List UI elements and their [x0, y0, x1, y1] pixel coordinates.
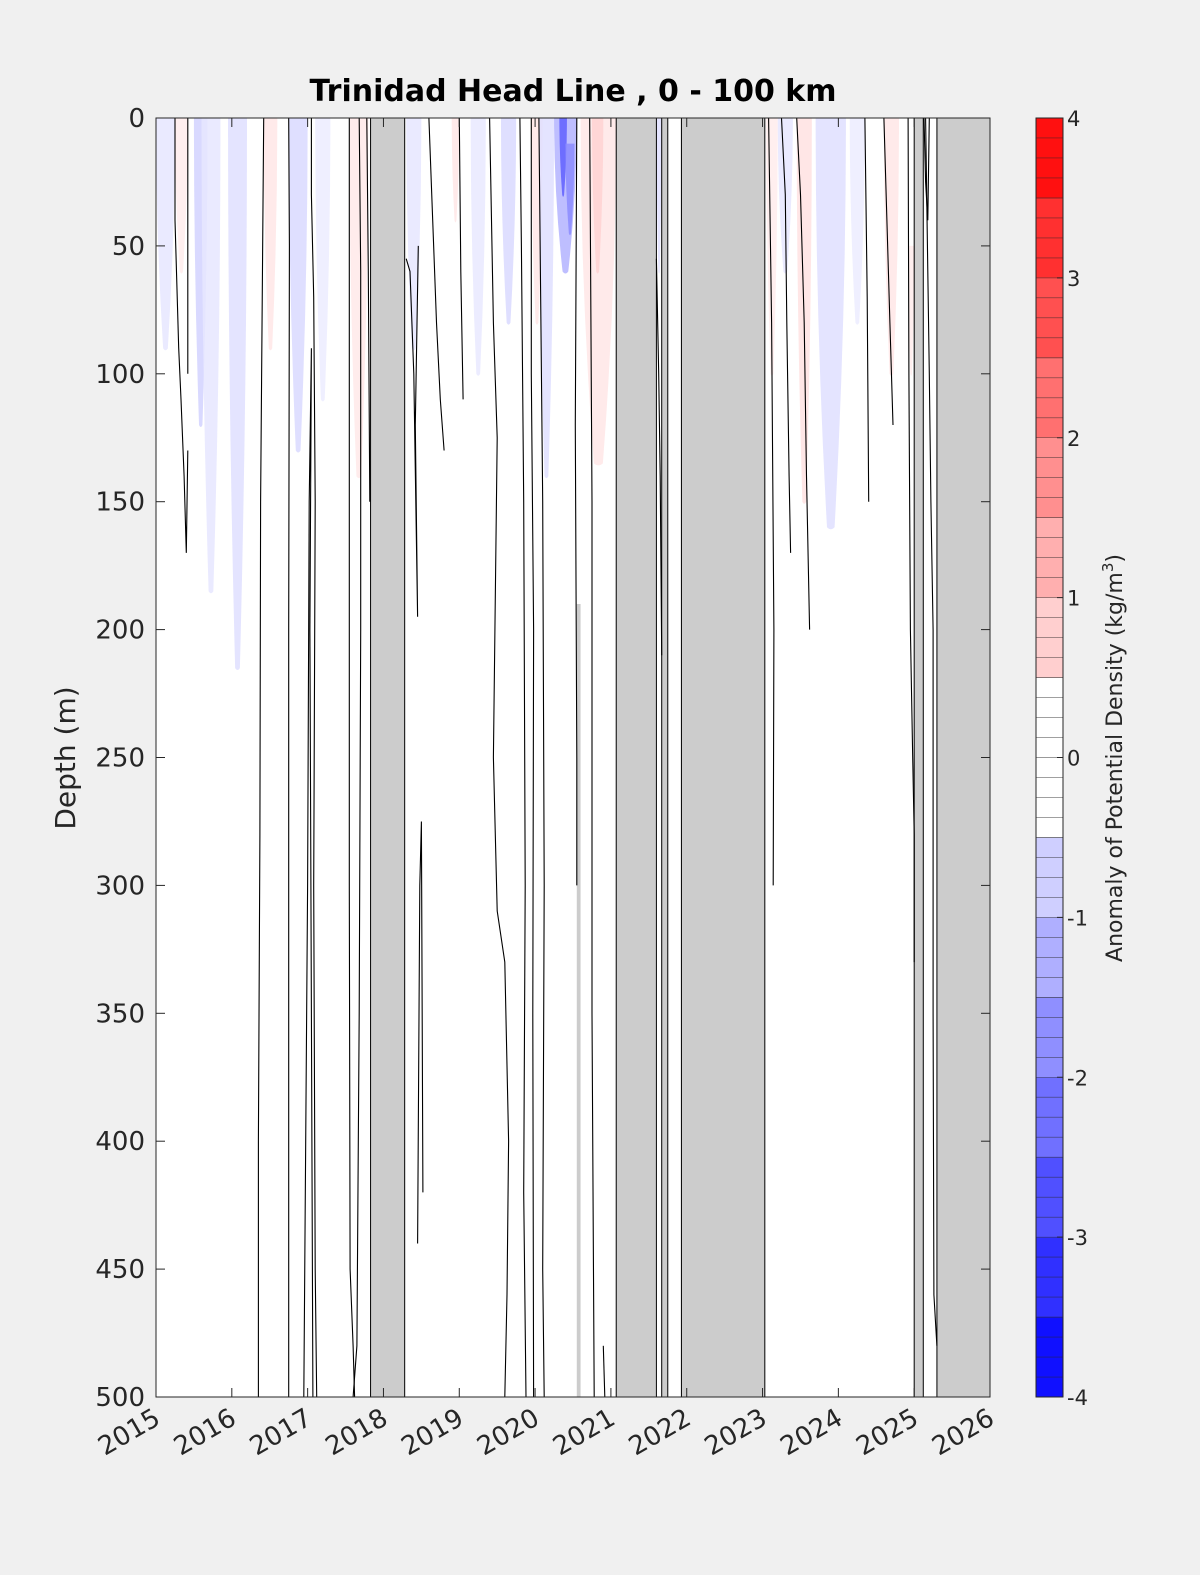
colorbar-ticks: -4 -3 -2 -1 0 1 2 3 4 [1057, 107, 1088, 1410]
zero-contour [907, 117, 915, 963]
plot-area: 2015 2016 2017 2018 2019 2020 2021 2022 2023 2024… [93, 104, 999, 1462]
zero-contour [303, 348, 314, 1398]
colorbar-label-end: ) [1103, 554, 1128, 563]
anomaly-patch [201, 118, 221, 594]
y-tick-label: 200 [95, 616, 145, 646]
y-tick-label: 150 [95, 488, 145, 518]
anomaly-patch [849, 118, 865, 325]
zero-contour [352, 117, 362, 1398]
colorbar-tick-label: -3 [1067, 1226, 1088, 1250]
anomaly-patch [580, 118, 617, 466]
no-data-region [370, 117, 406, 1398]
zero-contour [417, 821, 424, 1244]
anomaly-patch [591, 118, 604, 274]
anomaly-patch [315, 118, 331, 402]
y-tick-label: 100 [95, 360, 145, 390]
anomaly-patch [228, 118, 247, 670]
anomaly-patch [156, 118, 175, 351]
colorbar-tick-label: -2 [1067, 1066, 1088, 1090]
zero-contour [780, 117, 792, 553]
zero-contours [174, 117, 938, 1398]
no-data-regions [370, 117, 991, 1398]
no-data-region [913, 117, 924, 1398]
y-tick-label: 50 [112, 232, 145, 262]
no-data-region [615, 117, 657, 1398]
colorbar-tick-label: 4 [1067, 107, 1080, 131]
anomaly-patch [263, 118, 278, 351]
y-tick-label: 450 [95, 1255, 145, 1285]
colorbar-tick-label: -4 [1067, 1386, 1088, 1410]
anomaly-patch [470, 118, 486, 376]
y-tick-label: 250 [95, 744, 145, 774]
colorbar-label-sup: 3 [1099, 563, 1117, 573]
colorbar-tick-label: -1 [1067, 906, 1088, 930]
zero-contour [589, 117, 595, 1398]
zero-contour [768, 117, 775, 886]
zero-contour [428, 117, 445, 451]
y-axis-label: Depth (m) [49, 686, 82, 829]
zero-contour [655, 258, 663, 656]
colorbar-bands [1036, 117, 1063, 1398]
y-tick-label: 0 [128, 104, 145, 134]
zero-contour [538, 117, 545, 1398]
no-data-strip [576, 604, 581, 1397]
zero-contour [519, 117, 527, 1398]
zero-contour [310, 118, 318, 1398]
zero-contour [574, 117, 578, 886]
zero-contour [932, 757, 938, 1346]
anomaly-patches [156, 118, 915, 670]
no-data-region [661, 117, 669, 1398]
anomaly-patch [174, 118, 188, 274]
zero-contour [458, 117, 464, 400]
zero-contour [405, 245, 419, 617]
chart-title: Trinidad Head Line , 0 - 100 km [309, 74, 836, 109]
anomaly-patch [349, 118, 369, 479]
y-tick-label: 500 [95, 1383, 145, 1413]
zero-contour [923, 117, 930, 221]
anomaly-patch [451, 118, 460, 223]
zero-contour [348, 118, 356, 1398]
zero-contour [174, 118, 189, 553]
zero-contour [864, 117, 870, 502]
zero-contour [288, 117, 290, 1397]
y-tick-label: 400 [95, 1127, 145, 1157]
y-tick-label: 350 [95, 999, 145, 1029]
y-tick-label: 300 [95, 871, 145, 901]
no-data-region [680, 117, 766, 1398]
colorbar-tick-label: 1 [1067, 587, 1080, 611]
colorbar-tick-label: 2 [1067, 427, 1080, 451]
anomaly-patch [500, 118, 517, 325]
zero-contour [602, 1345, 606, 1398]
plot-background [156, 118, 990, 1397]
anomaly-patch [815, 118, 846, 530]
y-axis: 0 50 100 150 200 250 300 350 400 450 500 [95, 104, 990, 1413]
colorbar: -4 -3 -2 -1 0 1 2 3 4 Anomaly of Potential Densi… [1035, 107, 1128, 1410]
anomaly-patch [559, 118, 567, 197]
colorbar-tick-label: 0 [1067, 747, 1080, 771]
anomaly-patch [538, 118, 555, 479]
anomaly-patch [288, 118, 308, 453]
anomaly-patch [883, 118, 900, 376]
anomaly-patch [656, 118, 662, 274]
zero-contour [530, 118, 535, 1398]
zero-contour [796, 117, 811, 630]
zero-contour [257, 117, 265, 1397]
colorbar-label-main: Anomaly of Potential Density (kg/m [1103, 572, 1128, 962]
anomaly-patch [565, 143, 575, 236]
anomaly-patch [908, 245, 915, 376]
colorbar-label: Anomaly of Potential Density (kg/m3) [1099, 554, 1128, 962]
zero-contour [925, 117, 934, 758]
zero-contour [366, 117, 371, 502]
zero-contour [883, 117, 894, 426]
zero-contour [489, 117, 510, 1398]
colorbar-tick-label: 3 [1067, 267, 1080, 291]
